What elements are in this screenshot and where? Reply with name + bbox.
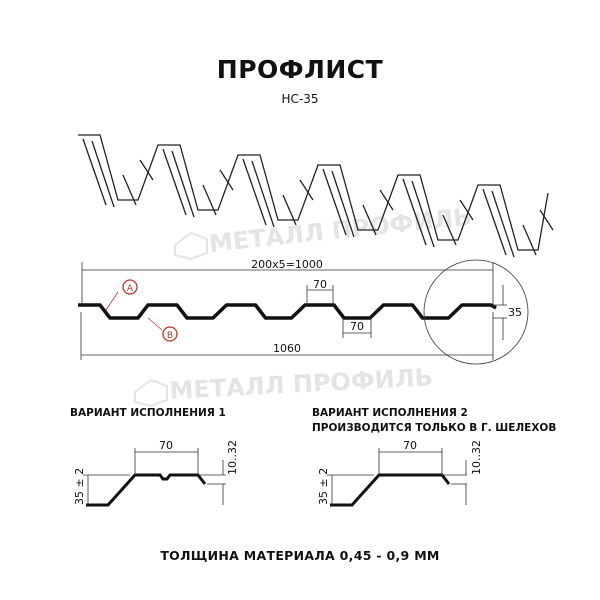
svg-text:МЕТАЛЛ ПРОФИЛЬ: МЕТАЛЛ ПРОФИЛЬ — [169, 363, 434, 405]
sheet-rib-line — [459, 199, 474, 221]
sheet-rib-line — [379, 189, 394, 211]
variant2-label: ВАРИАНТ ИСПОЛНЕНИЯ 2 — [312, 407, 468, 419]
variant1-edge: 10..32 — [226, 440, 239, 475]
sheet-rib-line — [331, 170, 355, 238]
cross-section: 200x5=1000 1060 70 70 35 A B — [78, 258, 529, 365]
variant2-edge: 10..32 — [470, 440, 483, 475]
variant2-width: 70 — [403, 439, 417, 452]
variant1-label: ВАРИАНТ ИСПОЛНЕНИЯ 1 — [70, 407, 226, 419]
marker-b: B — [167, 331, 173, 341]
sheet-rib-line — [122, 174, 137, 206]
sheet-rib-line — [282, 194, 297, 226]
sheet-rib-line — [482, 188, 507, 256]
sheet-rib-line — [522, 224, 537, 256]
sheet-rib-line — [539, 209, 554, 231]
sheet-rib-line — [171, 150, 195, 218]
marker-a: A — [127, 284, 134, 294]
variant1-height: 35 ± 2 — [73, 468, 86, 505]
total-width-dimension: 1060 — [273, 342, 301, 355]
pitch-dimension: 200x5=1000 — [251, 258, 323, 271]
sheet-rib-line — [299, 179, 314, 201]
page-title: ПРОФЛИСТ — [216, 55, 384, 84]
sheet-rib-line — [491, 190, 515, 258]
variant2-detail: 70 35 ± 2 10..32 — [317, 439, 483, 507]
sheet-rib-line — [162, 148, 187, 216]
svg-text:МЕТАЛЛ ПРОФИЛЬ: МЕТАЛЛ ПРОФИЛЬ — [208, 203, 473, 258]
variant2-note: ПРОИЗВОДИТСЯ ТОЛЬКО В Г. ШЕЛЕХОВ — [312, 422, 557, 434]
material-thickness: ТОЛЩИНА МАТЕРИАЛА 0,45 - 0,9 ММ — [160, 548, 440, 563]
sheet-rib-line — [91, 140, 115, 208]
valley-width-dimension: 70 — [350, 320, 364, 333]
variant1-detail: 70 35 ± 2 10..32 — [73, 439, 239, 507]
sheet-outline — [78, 134, 549, 251]
height-dimension: 35 — [508, 306, 522, 319]
sheet-rib-line — [251, 160, 275, 228]
variant1-width: 70 — [159, 439, 173, 452]
variant2-height: 35 ± 2 — [317, 468, 330, 505]
sheet-rib-line — [442, 214, 457, 246]
sheet-rib-line — [242, 158, 267, 226]
sheet-rib-line — [139, 159, 154, 181]
sheet-rib-line — [322, 168, 347, 236]
sheet-rib-line — [402, 178, 427, 246]
sheet-rib-line — [82, 138, 107, 206]
page-subtitle: НС-35 — [281, 92, 319, 106]
profile-line — [78, 303, 497, 320]
crest-width-dimension: 70 — [313, 278, 327, 291]
sheet-rib-line — [202, 184, 217, 216]
sheet-rib-line — [219, 169, 234, 191]
sheet-rib-line — [362, 204, 377, 236]
sheet-rib-line — [411, 180, 435, 248]
sheet-perspective — [78, 134, 554, 258]
